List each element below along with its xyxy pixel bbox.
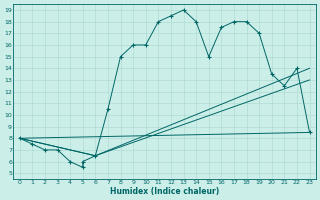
X-axis label: Humidex (Indice chaleur): Humidex (Indice chaleur) [110, 187, 219, 196]
